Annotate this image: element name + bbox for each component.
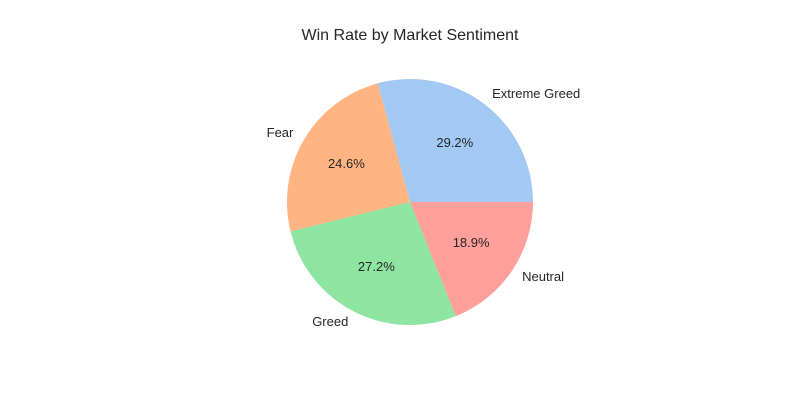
slice-label-greed: Greed	[312, 314, 348, 329]
pct-label-extreme-greed: 29.2%	[436, 135, 473, 150]
pie-labels: Extreme Greed 29.2% Fear 24.6% Greed 27.2% Neu…	[267, 86, 581, 329]
pie-slice-neutral	[410, 202, 533, 317]
pct-label-greed: 27.2%	[358, 259, 395, 274]
pie-slice-fear	[287, 83, 410, 232]
pct-label-neutral: 18.9%	[453, 235, 490, 250]
chart-title: Win Rate by Market Sentiment	[302, 27, 520, 44]
pie-slices	[287, 79, 533, 325]
pie-slice-extreme-greed	[377, 79, 533, 202]
pct-label-fear: 24.6%	[328, 156, 365, 171]
slice-label-neutral: Neutral	[522, 269, 564, 284]
slice-label-fear: Fear	[267, 125, 294, 140]
pie-slice-greed	[290, 202, 456, 325]
slice-label-extreme-greed: Extreme Greed	[492, 86, 580, 101]
